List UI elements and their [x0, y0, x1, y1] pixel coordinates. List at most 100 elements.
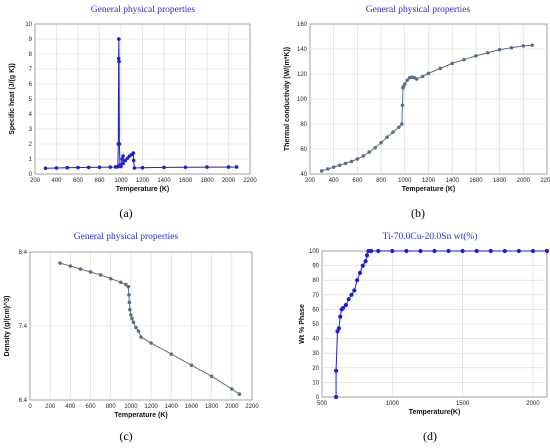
- y-tick-label: 8.4: [19, 250, 28, 256]
- data-point: [189, 363, 194, 368]
- x-tick-label: 1800: [200, 178, 214, 184]
- data-point: [108, 276, 113, 281]
- data-point: [414, 77, 419, 81]
- data-point: [333, 394, 339, 400]
- y-tick-label: 4: [29, 112, 33, 118]
- x-tick-label: 200: [305, 178, 316, 184]
- data-point: [117, 37, 121, 41]
- data-point: [485, 50, 490, 55]
- data-point: [234, 165, 239, 169]
- y-tick-label: 0: [29, 172, 33, 178]
- y-tick-label: 70: [312, 293, 319, 299]
- y-tick-label: 10: [25, 22, 32, 28]
- y-axis-label: Thermal conductivity (W/(m*K)): [284, 47, 291, 151]
- data-point: [121, 161, 125, 166]
- y-tick-label: 120: [297, 72, 308, 78]
- chart-title: General physical properties: [366, 5, 471, 15]
- y-tick-label: 3: [29, 127, 33, 133]
- data-point: [58, 261, 62, 265]
- data-point: [369, 248, 374, 254]
- data-point: [521, 44, 526, 48]
- y-tick-label: 7: [29, 67, 33, 73]
- chart-title: General physical properties: [74, 232, 179, 242]
- data-point: [128, 307, 132, 312]
- data-point: [162, 165, 166, 170]
- data-point: [379, 140, 383, 145]
- data-point: [127, 293, 131, 297]
- y-tick-label: 60: [312, 307, 319, 313]
- y-tick-label: 6: [29, 82, 33, 88]
- data-point: [488, 248, 493, 254]
- data-point: [230, 387, 234, 391]
- x-tick-label: 1200: [136, 178, 150, 184]
- chart-title: General physical properties: [91, 5, 196, 15]
- data-point: [130, 316, 134, 321]
- x-tick-label: 400: [51, 178, 62, 184]
- data-point: [76, 165, 80, 170]
- y-axis-label: Specific heat (J/(g K)): [9, 63, 16, 135]
- data-point: [65, 165, 70, 170]
- y-tick-label: 100: [297, 97, 308, 103]
- data-point: [131, 158, 136, 163]
- data-point: [516, 248, 521, 254]
- data-point: [405, 78, 409, 83]
- y-tick-label: 60: [300, 147, 307, 153]
- y-tick-label: 140: [297, 47, 308, 53]
- data-point: [397, 125, 401, 129]
- data-point: [149, 341, 153, 345]
- data-point: [120, 157, 124, 161]
- data-point: [497, 47, 502, 52]
- data-point: [446, 248, 451, 254]
- data-point: [426, 71, 431, 76]
- data-point: [367, 150, 372, 154]
- data-point: [474, 248, 479, 254]
- data-point: [139, 335, 143, 339]
- x-tick-label: 1000: [398, 178, 412, 184]
- x-tick-label: 600: [73, 178, 84, 184]
- x-tick-label: 1600: [469, 178, 483, 184]
- data-point: [97, 165, 102, 170]
- data-point: [544, 248, 550, 254]
- y-tick-label: 50: [312, 322, 319, 328]
- data-point: [420, 74, 425, 79]
- data-point: [376, 248, 381, 254]
- y-tick-label: 80: [300, 122, 307, 128]
- x-tick-label: 1600: [179, 178, 193, 184]
- data-point: [400, 103, 405, 108]
- panel-label: (a): [119, 206, 132, 220]
- data-point: [361, 154, 366, 158]
- x-tick-label: 600: [86, 404, 97, 410]
- data-point: [432, 248, 437, 254]
- y-tick-label: 160: [297, 22, 308, 28]
- y-tick-label: 40: [312, 337, 319, 343]
- x-tick-label: 2000: [526, 401, 540, 407]
- data-point: [119, 280, 123, 285]
- x-tick-label: 2000: [222, 178, 236, 184]
- panel-label: (d): [423, 429, 437, 443]
- data-point: [140, 165, 145, 170]
- x-tick-label: 800: [106, 404, 117, 410]
- data-point: [68, 264, 73, 268]
- data-point: [131, 151, 136, 155]
- data-point: [116, 56, 121, 61]
- data-point: [132, 166, 137, 170]
- x-tick-label: 2000: [225, 404, 239, 410]
- panel-c: General physical properties 0 200 400 600 800…: [3, 232, 259, 443]
- x-tick-label: 1800: [205, 404, 219, 410]
- x-tick-label: 800: [376, 178, 387, 184]
- x-tick-label: 2200: [243, 178, 257, 184]
- data-point: [364, 253, 370, 258]
- data-point: [126, 284, 131, 289]
- y-tick-label: 100: [309, 249, 320, 255]
- x-tick-label: 2200: [540, 178, 550, 184]
- data-point: [363, 259, 368, 264]
- data-point: [343, 302, 349, 308]
- data-point: [403, 82, 407, 86]
- data-point: [390, 248, 395, 254]
- data-point: [349, 159, 354, 164]
- data-point: [340, 305, 346, 311]
- x-axis-label: Temperature (K): [114, 412, 168, 419]
- data-point: [404, 248, 409, 254]
- data-point: [352, 288, 357, 293]
